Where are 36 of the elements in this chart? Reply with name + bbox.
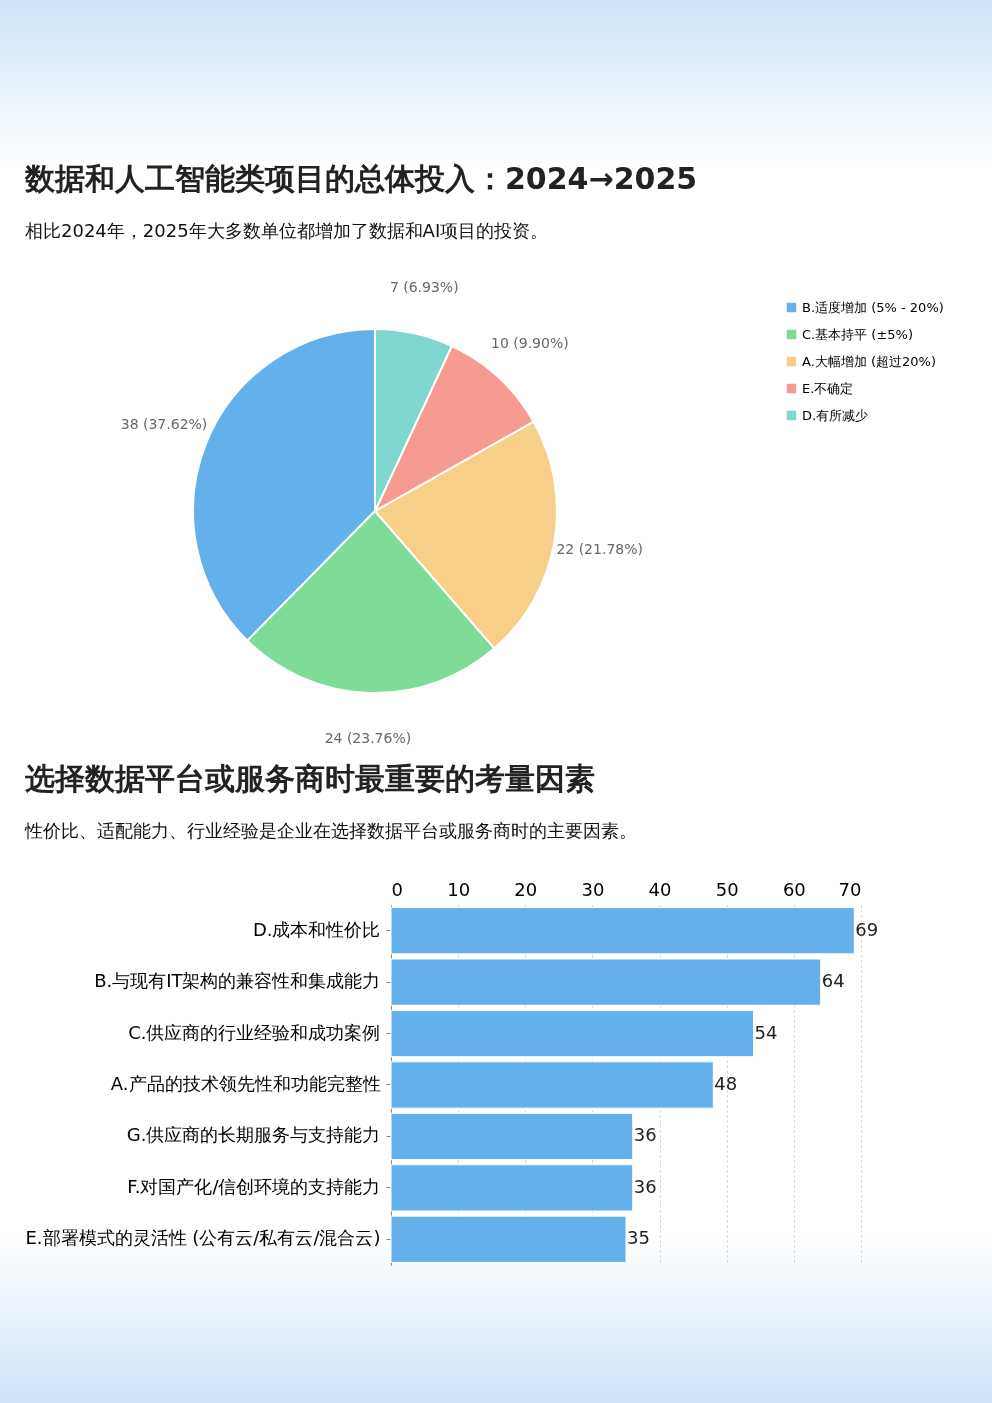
y-tick-label: B.与现有IT架构的兼容性和集成能力 (94, 970, 381, 992)
x-tick-label: 20 (514, 878, 538, 900)
data-label: 64 (821, 970, 845, 992)
x-tick-label: 10 (447, 878, 471, 900)
data-label: 10 (9.90%) (491, 334, 569, 351)
legend-label: B.适度增加 (5% - 20%) (802, 299, 944, 315)
y-tick-label: D.成本和性价比 (252, 918, 381, 940)
x-tick-label: 40 (648, 878, 672, 900)
data-label: 36 (633, 1175, 657, 1197)
data-label: 38 (37.62%) (120, 415, 208, 432)
data-label: 36 (633, 1124, 657, 1146)
y-tick-label: G.供应商的长期服务与支持能力 (126, 1124, 381, 1146)
x-tick-label: 60 (782, 878, 806, 900)
chart-subtitle: 相比2024年，2025年大多数单位都增加了数据和AI项目的投资。 (25, 220, 549, 242)
data-label: 24 (23.76%) (324, 729, 412, 746)
data-label: 48 (714, 1073, 738, 1094)
y-tick-label: A.产品的技术领先性和功能完整性 (110, 1073, 381, 1094)
legend-label: A.大幅增加 (超过20%) (802, 353, 936, 369)
data-label: 22 (21.78%) (556, 540, 643, 557)
chart-title: 数据和人工智能类项目的总体投入：2024→2025 (24, 161, 698, 197)
y-tick-label: C.供应商的行业经验和成功案例 (128, 1021, 381, 1043)
data-label: 35 (627, 1227, 650, 1249)
x-tick-label: 0 (391, 878, 403, 900)
y-tick-label: E.部署模式的灵活性 (公有云/私有云/混合云) (25, 1227, 381, 1249)
data-label: 54 (754, 1021, 778, 1043)
y-tick-label: F.对国产化/信创环境的支持能力 (127, 1175, 381, 1197)
legend-label: D.有所减少 (802, 407, 869, 423)
data-label: 69 (855, 918, 879, 940)
legend-label: E.不确定 (802, 380, 854, 396)
x-tick-label: 30 (581, 878, 605, 900)
chart-subtitle: 性价比、适配能力、行业经验是企业在选择数据平台或服务商时的主要因素。 (24, 820, 638, 841)
legend-label: C.基本持平 (±5%) (802, 326, 914, 342)
data-label: 7 (6.93%) (389, 279, 459, 296)
x-tick-label: 50 (715, 878, 739, 900)
chart-title: 选择数据平台或服务商时最重要的考量因素 (24, 761, 596, 796)
x-tick-label: 70 (838, 878, 862, 900)
